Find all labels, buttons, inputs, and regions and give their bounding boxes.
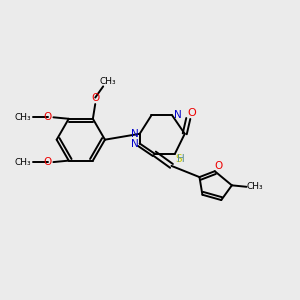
Text: CH₃: CH₃ xyxy=(100,77,116,86)
Text: N: N xyxy=(130,139,138,148)
Text: H: H xyxy=(177,154,185,164)
Text: O: O xyxy=(44,157,52,167)
Text: CH₃: CH₃ xyxy=(15,113,32,122)
Text: N: N xyxy=(173,110,181,120)
Text: CH₃: CH₃ xyxy=(15,158,32,166)
Text: O: O xyxy=(91,93,99,103)
Text: O: O xyxy=(214,161,222,172)
Text: CH₃: CH₃ xyxy=(247,182,263,191)
Text: S: S xyxy=(175,154,182,164)
Text: O: O xyxy=(188,108,196,118)
Text: O: O xyxy=(44,112,52,122)
Text: N: N xyxy=(130,129,138,139)
